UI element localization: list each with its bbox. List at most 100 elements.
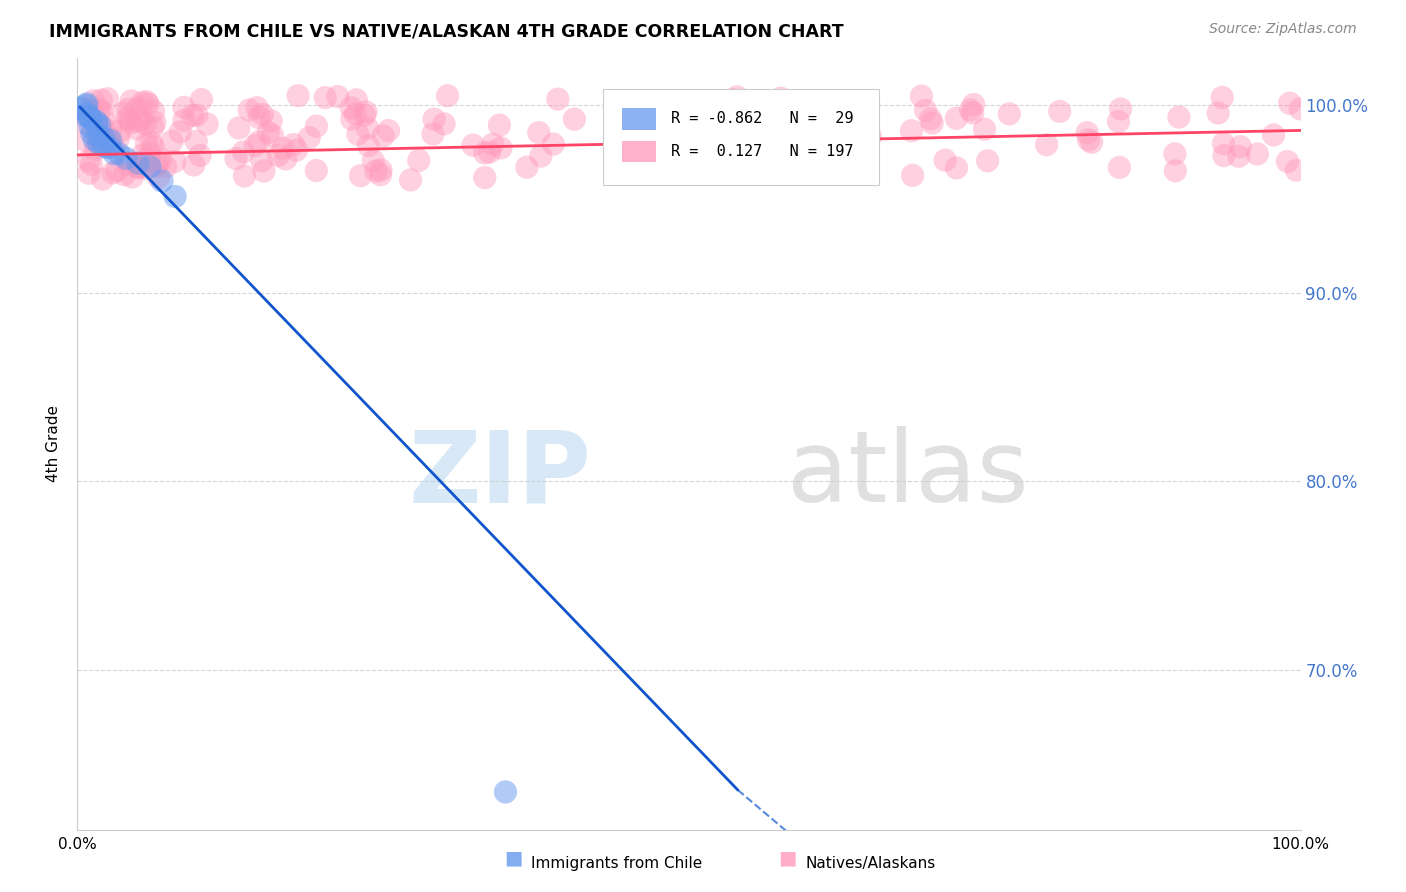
Point: [117, 157, 139, 171]
Point: [165, 189, 187, 203]
Text: ■: ■: [503, 848, 523, 867]
Point: [769, 91, 792, 105]
Point: [80, 112, 103, 127]
Point: [543, 137, 565, 152]
Text: IMMIGRANTS FROM CHILE VS NATIVE/ALASKAN 4TH GRADE CORRELATION CHART: IMMIGRANTS FROM CHILE VS NATIVE/ALASKAN …: [49, 22, 844, 40]
Point: [127, 102, 149, 116]
Point: [136, 97, 159, 112]
Point: [377, 123, 399, 137]
Point: [84, 143, 107, 157]
Point: [160, 134, 183, 148]
Point: [87, 136, 110, 151]
Point: [1164, 163, 1187, 178]
Point: [93, 130, 115, 145]
Point: [1277, 154, 1299, 169]
Point: [90, 103, 112, 118]
Point: [75, 134, 97, 148]
Point: [799, 162, 821, 177]
Point: [75, 116, 97, 130]
Point: [183, 158, 205, 172]
Point: [79, 111, 101, 125]
Point: [461, 138, 484, 153]
Point: [90, 93, 112, 107]
Point: [89, 118, 111, 132]
Point: [127, 161, 149, 175]
Point: [354, 104, 377, 119]
Point: [145, 160, 167, 174]
Point: [859, 129, 882, 144]
Point: [129, 113, 152, 128]
Point: [853, 160, 876, 174]
FancyBboxPatch shape: [603, 89, 879, 186]
Point: [724, 120, 747, 135]
Point: [148, 170, 170, 185]
Point: [101, 138, 124, 153]
Point: [340, 112, 363, 126]
Point: [901, 169, 924, 183]
Point: [914, 103, 936, 118]
Point: [900, 124, 922, 138]
Point: [1107, 114, 1129, 128]
Point: [247, 135, 270, 149]
Point: [962, 106, 984, 120]
Point: [125, 121, 148, 136]
Point: [82, 94, 104, 108]
Point: [91, 112, 114, 127]
Point: [768, 138, 790, 153]
Point: [77, 153, 100, 168]
Point: [959, 103, 981, 117]
Point: [1246, 147, 1268, 161]
Point: [1108, 161, 1130, 175]
Point: [121, 169, 143, 184]
Point: [173, 100, 195, 114]
Point: [262, 128, 284, 143]
FancyBboxPatch shape: [621, 141, 657, 162]
Point: [423, 112, 446, 127]
Point: [422, 127, 444, 141]
Point: [86, 115, 108, 129]
Point: [186, 134, 208, 148]
Point: [998, 107, 1021, 121]
Point: [91, 120, 114, 134]
Point: [80, 157, 103, 171]
Point: [149, 152, 172, 166]
Point: [474, 170, 496, 185]
Point: [247, 111, 270, 125]
Point: [723, 93, 745, 107]
Point: [1289, 102, 1312, 116]
Point: [344, 107, 367, 121]
Point: [474, 146, 496, 161]
Point: [344, 93, 367, 107]
Point: [173, 113, 195, 128]
Point: [127, 161, 149, 175]
Point: [131, 148, 153, 162]
Point: [305, 119, 328, 133]
Point: [363, 153, 385, 168]
Text: R =  0.127   N = 197: R = 0.127 N = 197: [671, 144, 853, 159]
Point: [652, 127, 675, 141]
Point: [135, 95, 157, 109]
Point: [135, 136, 157, 151]
Point: [138, 153, 160, 167]
Point: [77, 166, 100, 180]
Point: [730, 114, 752, 128]
Point: [169, 125, 191, 139]
Point: [94, 140, 117, 154]
Text: R = -0.862   N =  29: R = -0.862 N = 29: [671, 112, 853, 127]
Point: [370, 168, 392, 182]
Point: [87, 103, 110, 117]
Point: [495, 785, 517, 799]
Point: [1049, 104, 1071, 119]
Point: [347, 127, 370, 141]
Point: [134, 117, 156, 131]
Point: [1213, 148, 1236, 162]
Point: [1263, 128, 1285, 142]
Point: [96, 92, 118, 106]
Point: [478, 145, 501, 159]
Point: [243, 138, 266, 153]
Point: [150, 174, 173, 188]
Point: [257, 125, 280, 139]
Point: [112, 106, 135, 120]
Point: [87, 129, 110, 144]
Point: [356, 121, 378, 136]
